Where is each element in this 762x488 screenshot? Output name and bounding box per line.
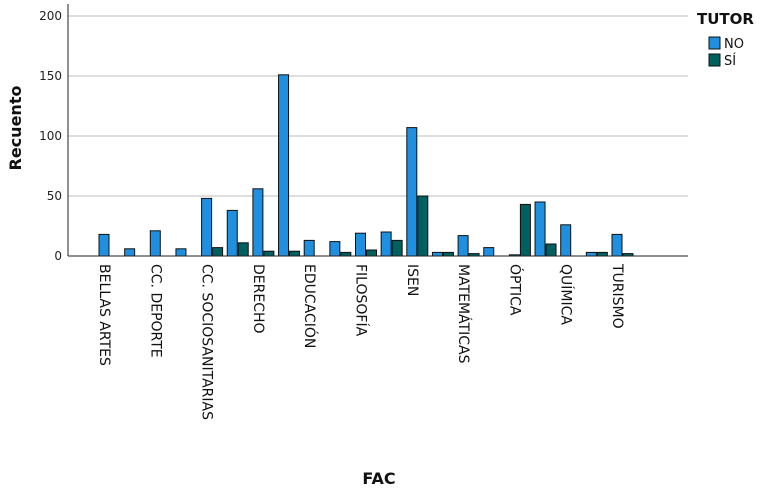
legend: TUTOR NO SÍ <box>697 10 754 69</box>
bar-no <box>329 241 341 257</box>
bar-si <box>212 247 224 257</box>
category-label: ISEN <box>404 264 420 296</box>
bar-si <box>417 195 429 257</box>
bar-no <box>201 197 213 257</box>
bar-no <box>149 230 161 257</box>
bars <box>98 74 634 257</box>
category-label: CC. DEPORTE <box>147 264 163 358</box>
category-label: QUÍMICA <box>558 264 575 325</box>
y-tick-label: 0 <box>54 249 62 263</box>
bar-no <box>585 251 597 257</box>
bar-no <box>303 239 315 257</box>
category-label: DERECHO <box>250 264 266 334</box>
y-tick-label: 100 <box>39 129 62 143</box>
category-label: TURISMO <box>609 263 625 329</box>
bar-no <box>406 127 418 257</box>
x-axis-title: FAC <box>362 469 395 488</box>
bar-no <box>560 224 572 257</box>
bar-no <box>226 209 238 257</box>
bar-no <box>431 251 443 257</box>
bar-no <box>278 74 290 257</box>
bar-no <box>380 231 392 257</box>
bar-no <box>483 247 495 257</box>
category-label: BELLAS ARTES <box>96 264 112 366</box>
bar-si <box>519 203 531 257</box>
category-labels: BELLAS ARTES CC. DEPORTE CC. SOCIOSANITARI… <box>96 263 625 420</box>
y-tick-label: 150 <box>39 69 62 83</box>
legend-title: TUTOR <box>697 10 754 28</box>
legend-swatch-si <box>708 53 721 67</box>
bar-si <box>340 251 352 257</box>
bar-si <box>596 251 608 257</box>
bar-si <box>366 249 377 257</box>
bar-no <box>98 233 110 257</box>
bar-no <box>457 235 469 257</box>
axes <box>67 4 688 257</box>
bar-no <box>252 188 264 257</box>
bar-no <box>355 232 366 257</box>
bar-si <box>237 242 249 257</box>
legend-label-si: SÍ <box>724 53 736 69</box>
bar-si <box>442 251 454 257</box>
legend-label-no: NO <box>724 37 744 52</box>
bar-si <box>289 250 301 257</box>
category-label: ÓPTICA <box>506 264 524 316</box>
bar-si <box>391 239 403 257</box>
category-label: FILOSOFÍA <box>353 264 370 337</box>
bar-no <box>611 233 623 257</box>
y-tick-label: 200 <box>39 9 62 23</box>
gridlines <box>68 15 688 197</box>
bar-no <box>175 248 187 257</box>
category-label: CC. SOCIOSANITARIAS <box>199 264 215 420</box>
category-label: MATEMÁTICAS <box>455 264 472 364</box>
legend-swatch-no <box>708 36 721 50</box>
y-axis-title: Recuento <box>6 86 25 171</box>
bar-si <box>545 243 557 257</box>
y-tick-label: 50 <box>47 189 62 203</box>
y-tick-labels: 0 50 100 150 200 <box>39 9 62 263</box>
bar-no <box>534 201 546 257</box>
bar-no <box>124 248 136 257</box>
bar-si <box>263 250 275 257</box>
category-label: EDUCACIÓN <box>301 264 319 348</box>
